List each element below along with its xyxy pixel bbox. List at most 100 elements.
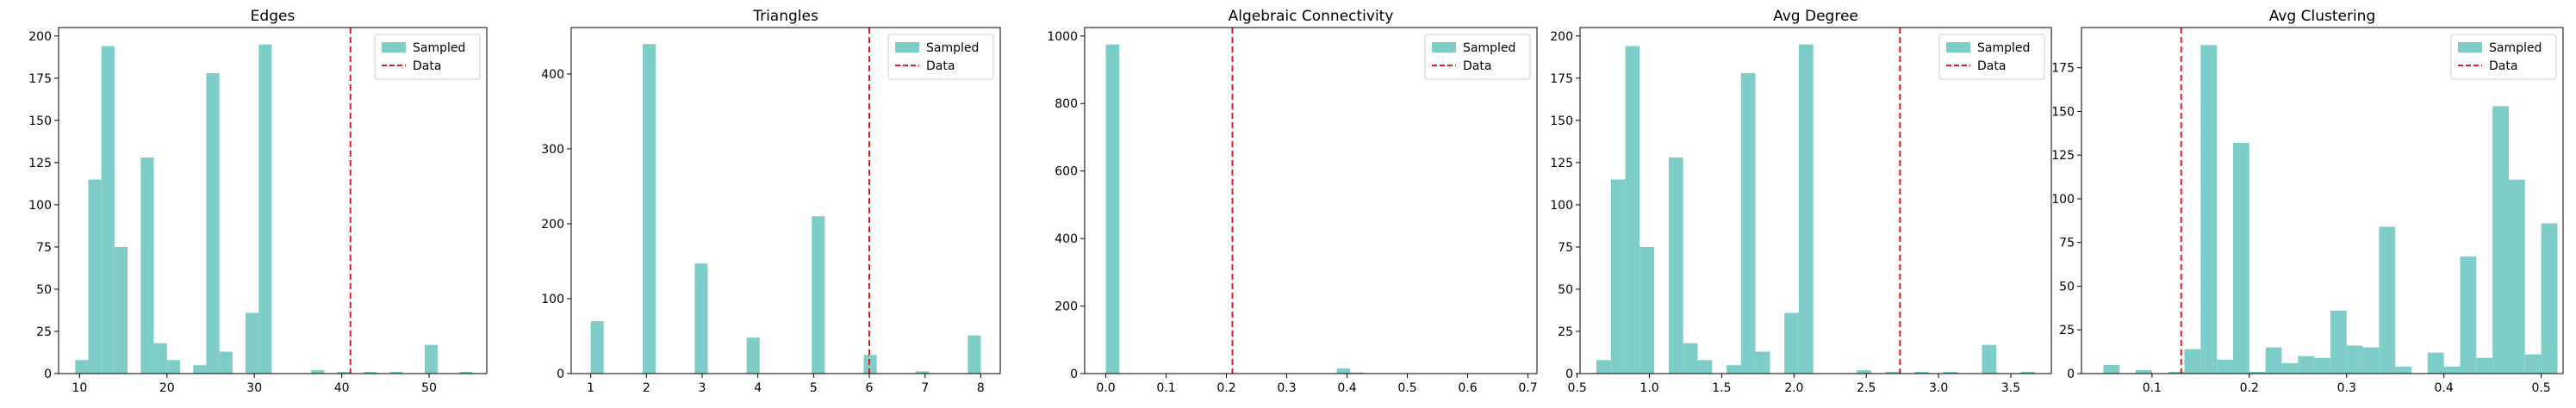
x-tick-label: 40 (334, 381, 350, 395)
y-tick-label: 400 (1055, 232, 1078, 246)
y-tick-label: 400 (541, 68, 564, 82)
legend-swatch-sampled (895, 42, 919, 53)
histogram-bar (915, 371, 930, 374)
legend-swatch-sampled (1946, 42, 1970, 53)
legend-swatch-sampled (1432, 42, 1456, 53)
x-tick-label: 2.0 (1784, 381, 1803, 395)
x-tick-label: 0.0 (1096, 381, 1115, 395)
histogram-bar (140, 158, 154, 374)
y-tick-label: 600 (1055, 165, 1078, 179)
x-tick-label: 0.2 (1216, 381, 1235, 395)
y-tick-label: 200 (1550, 30, 1573, 44)
histogram-bar (258, 44, 272, 374)
chart-title: Avg Degree (1773, 8, 1858, 25)
x-tick-label: 30 (246, 381, 262, 395)
histogram-bar (2265, 347, 2282, 374)
histogram-bar (1668, 158, 1683, 374)
y-tick-label: 175 (1550, 72, 1573, 86)
plot-frame (58, 27, 488, 374)
histogram-bar (2217, 359, 2233, 374)
x-tick-label: 4 (754, 381, 762, 395)
y-tick-label: 75 (2059, 237, 2075, 250)
legend-swatch-sampled (2458, 42, 2482, 53)
legend-label-sampled: Sampled (1463, 41, 1515, 55)
x-tick-label: 0.1 (2143, 381, 2162, 395)
y-tick-label: 0 (557, 368, 564, 381)
y-tick-label: 50 (2059, 280, 2075, 294)
histogram-bar (1105, 44, 1120, 374)
chart-panel-1: 10 20 30 40 50 0 25 50 75 100 125 150 175 200 Edges Sam… (28, 8, 488, 395)
y-tick-label: 25 (2059, 324, 2075, 337)
x-tick-label: 0.3 (2337, 381, 2356, 395)
chart-title: Algebraic Connectivity (1229, 8, 1394, 25)
histogram-bar (2492, 106, 2509, 374)
histogram-bars (2103, 45, 2558, 374)
x-tick-label: 3.0 (1929, 381, 1948, 395)
x-tick-label: 10 (72, 381, 87, 395)
plot-frame (1084, 27, 1538, 374)
legend: Sampled Data (374, 34, 481, 80)
y-tick-label: 50 (1558, 283, 1573, 297)
y-tick-label: 100 (2051, 193, 2075, 207)
histogram-bar (2395, 366, 2412, 374)
x-tick-label: 0.4 (1337, 381, 1356, 395)
y-tick-label: 200 (28, 30, 52, 44)
histogram-bar (2168, 371, 2185, 374)
y-tick-label: 175 (28, 72, 52, 86)
x-tick-label: 0.3 (1277, 381, 1296, 395)
x-tick-label: 5 (810, 381, 818, 395)
legend-label-sampled: Sampled (1977, 41, 2030, 55)
histogram-bar (1784, 312, 1799, 374)
histogram-bar (2020, 372, 2035, 374)
y-tick-label: 125 (28, 157, 52, 170)
histogram-bar (363, 372, 377, 374)
histogram-bar (88, 179, 102, 374)
x-tick-label: 3 (699, 381, 706, 395)
histogram-bar (1857, 370, 1871, 374)
y-tick-label: 150 (1550, 114, 1573, 128)
histogram-bar (642, 44, 656, 374)
histogram-bar (2136, 369, 2152, 374)
histogram-bar (337, 372, 351, 374)
y-tick-label: 150 (2051, 105, 2075, 119)
histogram-bars (590, 44, 981, 374)
histogram-bar (2346, 345, 2363, 374)
legend-label-sampled: Sampled (926, 41, 979, 55)
legend: Sampled Data (1424, 34, 1531, 80)
x-tick-label: 2 (643, 381, 650, 395)
histogram-bar (2524, 354, 2542, 374)
histogram-bar (812, 216, 825, 374)
histogram-bar (2508, 179, 2525, 374)
x-tick-label: 0.5 (1568, 381, 1587, 395)
chart-title: Triangles (752, 8, 818, 25)
legend-label-sampled: Sampled (413, 41, 465, 55)
histogram-bar (101, 46, 115, 374)
histogram-bar (1755, 351, 1770, 374)
y-tick-label: 175 (2051, 62, 2075, 76)
y-tick-label: 125 (1550, 157, 1573, 170)
x-tick-label: 7 (921, 381, 929, 395)
y-tick-label: 0 (1070, 368, 1078, 381)
x-tick-label: 0.4 (2435, 381, 2454, 395)
chart-title: Avg Clustering (2269, 8, 2376, 25)
y-tick-label: 75 (36, 241, 52, 255)
histogram-bar (1798, 44, 1814, 374)
y-tick-label: 100 (541, 293, 564, 306)
histogram-bar (219, 351, 233, 374)
y-tick-label: 300 (541, 143, 564, 157)
y-tick-label: 50 (36, 283, 52, 297)
plot-frame (1579, 27, 2052, 374)
x-tick-label: 3.5 (2001, 381, 2020, 395)
y-tick-label: 200 (541, 218, 564, 232)
histogram-bar (1350, 372, 1365, 374)
y-tick-label: 150 (28, 114, 52, 128)
x-tick-label: 0.7 (1518, 381, 1537, 395)
histogram-bar (1683, 343, 1698, 374)
histogram-bar (424, 344, 439, 374)
y-tick-label: 75 (1558, 241, 1573, 255)
histogram-bar (153, 343, 167, 374)
histogram-bar (246, 312, 259, 374)
histogram-bar (389, 372, 403, 374)
